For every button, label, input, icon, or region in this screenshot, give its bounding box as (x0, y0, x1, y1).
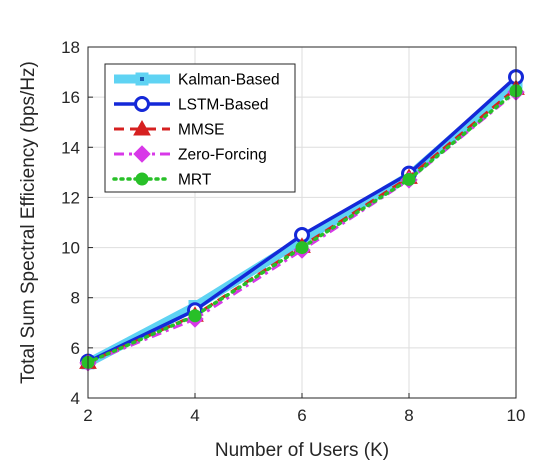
legend-item: MMSE (114, 119, 225, 139)
y-tick-label: 8 (71, 289, 80, 308)
marker-circle-filled (402, 172, 416, 186)
marker-diamond (133, 145, 151, 163)
y-tick-label: 18 (61, 38, 80, 57)
marker-triangle (133, 119, 151, 136)
x-tick-label: 2 (83, 406, 92, 425)
x-tick-label: 6 (297, 406, 306, 425)
x-tick-label: 10 (507, 406, 526, 425)
x-tick-label: 8 (404, 406, 413, 425)
legend-item: Zero-Forcing (114, 145, 267, 164)
legend-label: MRT (178, 172, 212, 189)
y-tick-label: 12 (61, 188, 80, 207)
legend-label: Zero-Forcing (178, 147, 267, 164)
y-tick-label: 16 (61, 88, 80, 107)
marker-circle-filled (188, 309, 202, 323)
y-tick-label: 4 (71, 389, 80, 408)
marker-circle-filled (135, 172, 149, 186)
y-tick-label: 10 (61, 239, 80, 258)
legend-label: MMSE (178, 122, 225, 139)
legend-label: Kalman-Based (178, 72, 280, 89)
y-tick-label: 14 (61, 138, 80, 157)
y-tick-label: 6 (71, 339, 80, 358)
legend: Kalman-Based LSTM-Based MMSE Zero-Forcing MR… (104, 63, 296, 193)
legend-label: LSTM-Based (178, 97, 268, 114)
x-axis-title: Number of Users (K) (215, 440, 389, 461)
legend-item: MRT (112, 172, 212, 189)
marker-circle-filled (295, 241, 309, 255)
marker-circle (134, 96, 150, 112)
y-axis-title: Total Sum Spectral Efficiency (bps/Hz) (18, 61, 39, 384)
legend-item: Kalman-Based (114, 72, 280, 89)
marker-square-dot (140, 77, 144, 81)
legend-item: LSTM-Based (114, 96, 268, 114)
x-tick-label: 4 (190, 406, 199, 425)
